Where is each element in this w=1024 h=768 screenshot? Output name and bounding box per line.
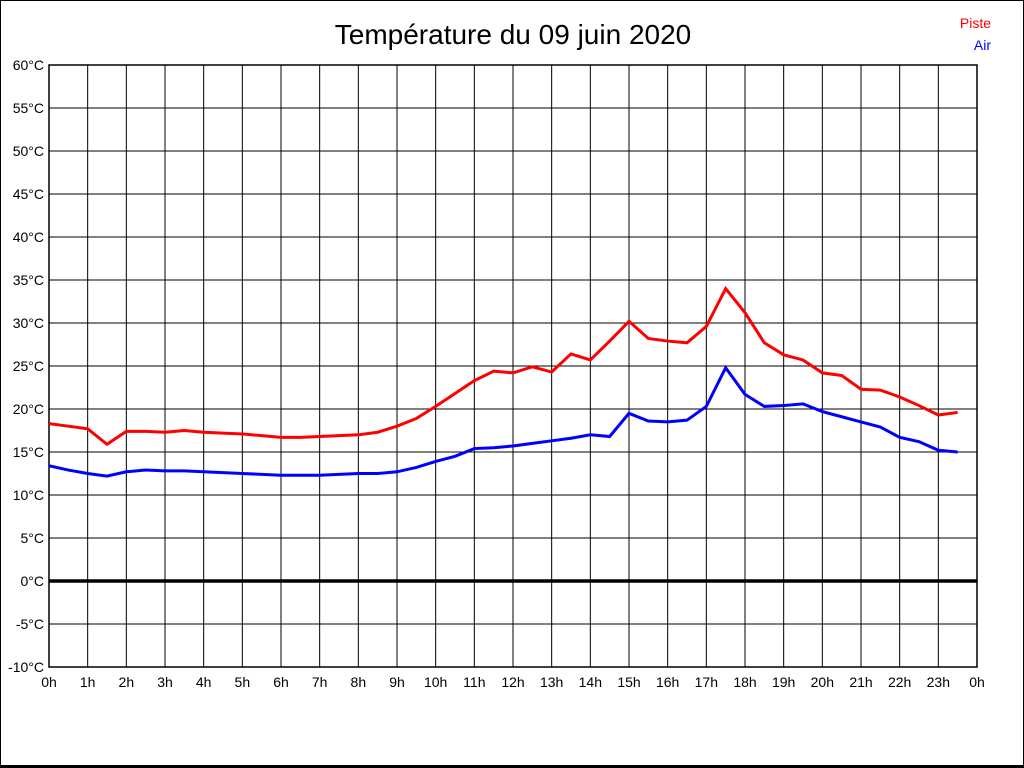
- y-tick-label: 0°C: [21, 573, 45, 589]
- y-tick-label: 45°C: [13, 186, 44, 202]
- x-tick-label: 21h: [849, 674, 872, 690]
- x-tick-label: 16h: [656, 674, 679, 690]
- legend: Piste Air: [960, 12, 991, 56]
- y-tick-label: -10°C: [8, 659, 44, 675]
- x-tick-label: 22h: [888, 674, 911, 690]
- x-tick-label: 12h: [501, 674, 524, 690]
- y-tick-label: -5°C: [16, 616, 44, 632]
- legend-item-piste: Piste: [959, 15, 991, 31]
- x-tick-label: 23h: [927, 674, 950, 690]
- x-tick-label: 15h: [617, 674, 640, 690]
- x-tick-label: 14h: [579, 674, 602, 690]
- x-tick-label: 7h: [312, 674, 328, 690]
- chart-title: Température du 09 juin 2020: [334, 19, 692, 50]
- legend-item-air: Air: [973, 37, 991, 53]
- y-tick-label: 40°C: [13, 229, 44, 245]
- y-tick-label: 20°C: [13, 401, 44, 417]
- y-tick-label: 5°C: [21, 530, 45, 546]
- y-tick-label: 60°C: [13, 57, 44, 73]
- x-tick-label: 4h: [196, 674, 212, 690]
- x-tick-label: 10h: [424, 674, 447, 690]
- x-tick-label: 1h: [80, 674, 96, 690]
- x-tick-label: 18h: [733, 674, 756, 690]
- plot-border: [48, 64, 978, 668]
- x-tick-label: 0h: [969, 674, 985, 690]
- x-tick-label: 6h: [273, 674, 289, 690]
- y-tick-label: 10°C: [13, 487, 44, 503]
- x-tick-label: 2h: [119, 674, 135, 690]
- series-line-piste: [48, 285, 958, 447]
- series-line-air: [48, 364, 958, 478]
- x-tick-label: 0h: [41, 674, 57, 690]
- x-tick-label: 17h: [695, 674, 718, 690]
- y-tick-label: 55°C: [13, 100, 44, 116]
- x-tick-label: 11h: [463, 674, 485, 690]
- x-tick-label: 5h: [235, 674, 251, 690]
- y-tick-label: 30°C: [13, 315, 44, 331]
- y-tick-label: 15°C: [13, 444, 44, 460]
- y-tick-label: 50°C: [13, 143, 44, 159]
- y-tick-label: 35°C: [13, 272, 44, 288]
- x-tick-label: 3h: [157, 674, 173, 690]
- x-tick-label: 13h: [540, 674, 563, 690]
- y-tick-label: 25°C: [13, 358, 44, 374]
- x-tick-label: 20h: [811, 674, 834, 690]
- x-tick-label: 9h: [389, 674, 405, 690]
- x-tick-label: 19h: [772, 674, 795, 690]
- x-tick-label: 8h: [351, 674, 367, 690]
